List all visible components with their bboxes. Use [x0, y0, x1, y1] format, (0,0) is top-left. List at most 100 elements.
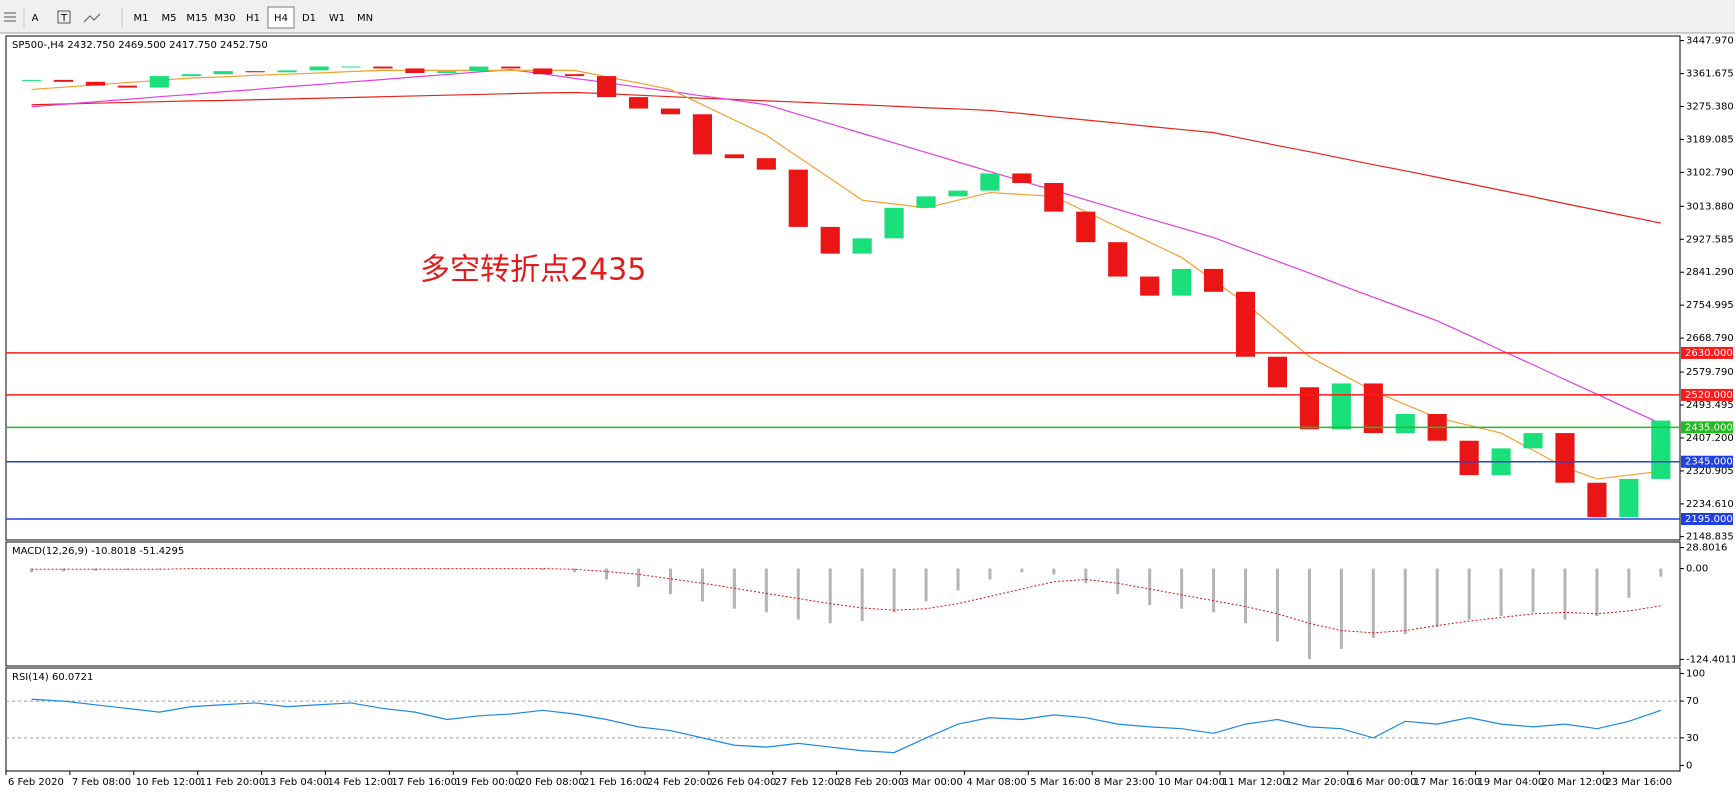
panel-title: SP500-,H4 2432.750 2469.500 2417.750 245…	[12, 40, 268, 51]
moving-average	[31, 69, 1661, 480]
x-tick-label: 14 Feb 12:00	[327, 777, 393, 788]
candle	[21, 79, 42, 81]
timeframe-button[interactable]: D1	[302, 13, 316, 24]
panel-title: MACD(12,26,9) -10.8018 -51.4295	[12, 546, 184, 557]
candle	[341, 66, 361, 68]
x-tick-label: 16 Mar 00:00	[1350, 777, 1417, 788]
x-tick-label: 13 Feb 04:00	[264, 777, 330, 788]
y-tick-label: 2579.790	[1686, 367, 1734, 378]
candle	[53, 79, 74, 82]
text-label-icon[interactable]	[57, 10, 71, 24]
annotation: 多空转折点2435	[420, 253, 646, 288]
candle	[309, 66, 329, 71]
x-tick-label: 4 Mar 08:00	[966, 777, 1026, 788]
candle	[1172, 268, 1192, 296]
y-tick-label: 2407.200	[1686, 433, 1734, 444]
candle	[916, 196, 936, 208]
candle	[1651, 420, 1671, 479]
y-tick-label: 3102.790	[1686, 167, 1734, 178]
timeframe-button[interactable]: MN	[357, 13, 373, 24]
candle	[1555, 433, 1575, 483]
timeframe-button[interactable]: M30	[214, 13, 235, 24]
x-tick-label: 10 Feb 12:00	[136, 777, 202, 788]
y-tick-label: 3361.675	[1686, 69, 1734, 80]
y-tick-label: 3275.380	[1686, 101, 1734, 112]
y-tick-label: 2148.835	[1686, 532, 1734, 543]
timeframe-button[interactable]: H4	[274, 13, 288, 24]
level-tag	[1681, 346, 1733, 359]
level-label: 2520.000	[1685, 390, 1733, 401]
candle	[1587, 482, 1607, 518]
candle	[1299, 387, 1320, 430]
candle	[149, 76, 169, 88]
candle	[533, 68, 553, 75]
candle	[980, 173, 1000, 191]
y-tick-label: 2841.290	[1686, 267, 1734, 278]
timeframe-button[interactable]: M1	[134, 13, 149, 24]
candle	[85, 81, 106, 86]
candle	[213, 71, 233, 75]
x-tick-label: 28 Feb 20:00	[839, 777, 905, 788]
candle	[1459, 440, 1479, 476]
timeframe-button[interactable]: M15	[186, 13, 207, 24]
candle	[1523, 433, 1543, 449]
y-tick-label: 30	[1686, 733, 1699, 744]
candle	[245, 71, 265, 73]
candle	[181, 74, 201, 77]
y-tick-label: 100	[1686, 669, 1705, 680]
candle	[660, 108, 681, 115]
x-tick-label: 12 Mar 20:00	[1286, 777, 1353, 788]
candle	[1267, 356, 1288, 388]
candle	[501, 66, 521, 69]
level-label: 2345.000	[1685, 457, 1733, 468]
y-tick-label: 3189.085	[1686, 134, 1734, 145]
candle	[1140, 276, 1160, 296]
y-tick-label: -124.4011	[1686, 654, 1735, 665]
candle	[628, 97, 649, 109]
y-tick-label: 2493.495	[1686, 400, 1734, 411]
candle	[1395, 414, 1415, 434]
timeframe-button[interactable]: H1	[246, 13, 260, 24]
menu-icon[interactable]	[4, 12, 16, 22]
x-tick-label: 5 Mar 16:00	[1030, 777, 1090, 788]
x-tick-label: 3 Mar 00:00	[903, 777, 963, 788]
candle	[1363, 383, 1383, 434]
candle	[1076, 211, 1096, 243]
level-tag	[1681, 421, 1733, 434]
candle	[1044, 183, 1064, 212]
y-tick-label: 0	[1686, 760, 1692, 771]
candle	[1203, 268, 1224, 292]
level-label: 2630.000	[1685, 348, 1733, 359]
x-tick-label: 11 Mar 12:00	[1222, 777, 1289, 788]
x-tick-label: 20 Feb 08:00	[519, 777, 585, 788]
rsi-line	[31, 698, 1662, 754]
candle	[852, 238, 872, 254]
moving-average	[31, 68, 1662, 425]
tool-button[interactable]: T	[60, 13, 68, 24]
x-tick-label: 19 Mar 04:00	[1478, 777, 1545, 788]
toolbar-icons	[4, 8, 123, 28]
candle	[437, 71, 457, 74]
arrows-icon[interactable]	[83, 13, 101, 23]
candle	[724, 154, 744, 159]
candle	[820, 226, 840, 254]
y-tick-label: 2754.995	[1686, 300, 1734, 311]
x-tick-label: 17 Mar 16:00	[1414, 777, 1481, 788]
y-tick-label: 0.00	[1686, 564, 1708, 575]
x-tick-label: 24 Feb 20:00	[647, 777, 713, 788]
panel-frame	[5, 541, 1681, 667]
tool-button[interactable]: A	[32, 13, 39, 24]
x-tick-label: 7 Feb 08:00	[72, 777, 131, 788]
y-tick-label: 3447.970	[1686, 36, 1734, 47]
timeframe-button[interactable]: W1	[329, 13, 345, 24]
candle	[469, 66, 489, 72]
x-tick-label: 19 Feb 00:00	[455, 777, 521, 788]
candle	[692, 114, 713, 155]
x-tick-label: 21 Feb 16:00	[583, 777, 649, 788]
candle	[373, 66, 393, 69]
x-tick-label: 8 Mar 23:00	[1094, 777, 1154, 788]
timeframe-button[interactable]: M5	[162, 13, 177, 24]
x-tick-label: 27 Feb 12:00	[775, 777, 841, 788]
level-tag	[1681, 388, 1733, 401]
x-tick-label: 10 Mar 04:00	[1158, 777, 1225, 788]
